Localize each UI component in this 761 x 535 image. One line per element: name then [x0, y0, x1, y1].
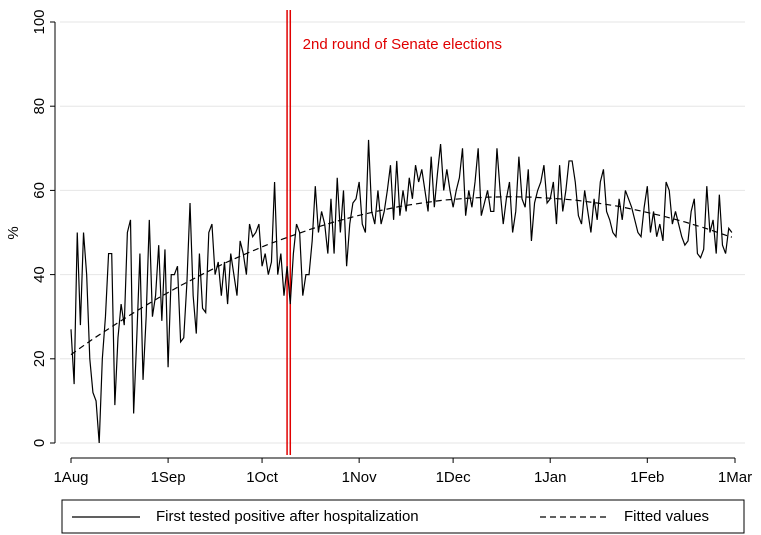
y-axis-label: % [5, 226, 22, 239]
x-tick-label: 1Dec [436, 469, 472, 486]
x-tick-label: 1Oct [246, 469, 279, 486]
y-tick-label: 60 [31, 182, 48, 199]
data-line [70, 139, 733, 444]
x-tick-label: 1Feb [630, 469, 664, 486]
x-tick-label: 1Aug [53, 469, 88, 486]
y-tick-label: 100 [31, 9, 48, 34]
data-line [70, 196, 733, 356]
y-tick-label: 40 [31, 266, 48, 283]
legend-box [61, 499, 745, 534]
legend-label: First tested positive after hospitalizat… [156, 508, 419, 525]
y-tick-label: 20 [31, 350, 48, 367]
x-tick-label: 1Jan [534, 469, 567, 486]
y-tick-label: 80 [31, 98, 48, 115]
legend-label: Fitted values [624, 508, 709, 525]
x-tick-label: 1Sep [151, 469, 186, 486]
x-tick-label: 1Nov [342, 469, 378, 486]
x-tick-label: 1Mar [718, 469, 752, 486]
annotation-label: 2nd round of Senate elections [303, 36, 502, 53]
y-tick-label: 0 [31, 439, 48, 447]
